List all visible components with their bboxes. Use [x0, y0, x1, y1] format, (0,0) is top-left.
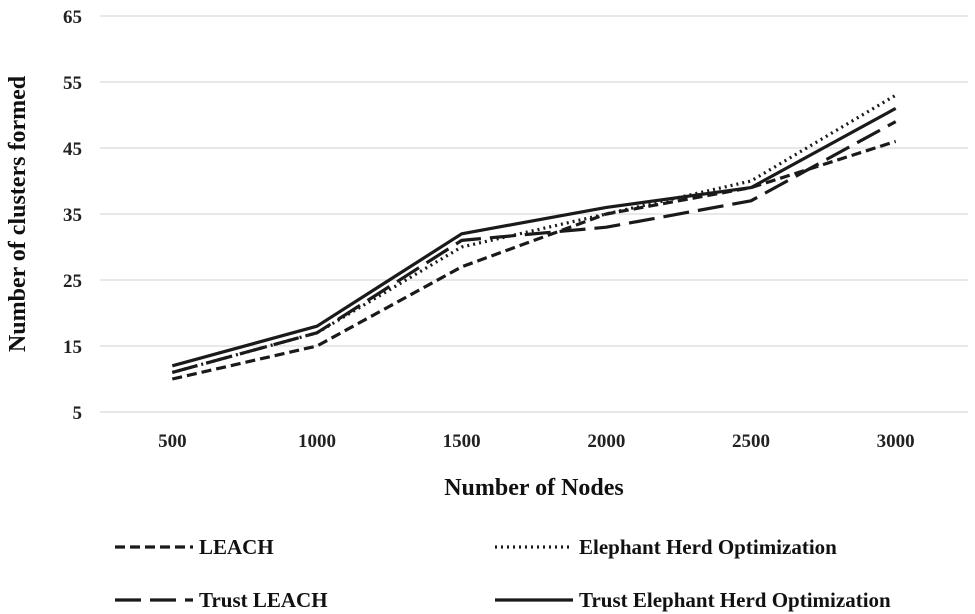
- series-line-1: [171, 139, 897, 381]
- y-tick-label: 35: [63, 205, 82, 226]
- y-axis-title: Number of clusters formed: [5, 75, 31, 352]
- y-tick-label: 55: [63, 73, 82, 94]
- legend-label: Trust Elephant Herd Optimization: [579, 588, 891, 612]
- legend-item-3: Trust LEACH: [115, 588, 328, 612]
- x-tick-label: 2000: [587, 431, 625, 452]
- legend-item-2: Elephant Herd Optimization: [495, 535, 837, 559]
- y-tick-label: 5: [73, 403, 83, 424]
- y-tick-label: 15: [63, 337, 82, 358]
- legend-label: Trust LEACH: [199, 588, 328, 612]
- series-line-3: [171, 120, 897, 374]
- series-line-2: [171, 93, 897, 374]
- series-lines: [171, 93, 897, 381]
- legend-item-4: Trust Elephant Herd Optimization: [495, 588, 891, 612]
- legend-label: LEACH: [199, 535, 274, 559]
- x-axis-title: Number of Nodes: [444, 475, 624, 501]
- legend: LEACH Elephant Herd Optimization Trust LEA…: [115, 535, 891, 612]
- y-axis-ticks: 5 15 25 35 45 55 65: [63, 7, 82, 424]
- y-tick-label: 25: [63, 271, 82, 292]
- series-line-4: [171, 106, 897, 368]
- y-tick-label: 45: [63, 139, 82, 160]
- x-tick-label: 1500: [443, 431, 481, 452]
- legend-label: Elephant Herd Optimization: [579, 535, 837, 559]
- legend-item-1: LEACH: [115, 535, 274, 559]
- x-tick-label: 3000: [877, 431, 915, 452]
- x-axis-ticks: 500 1000 1500 2000 2500 3000: [158, 431, 915, 452]
- x-tick-label: 2500: [732, 431, 770, 452]
- x-tick-label: 500: [158, 431, 187, 452]
- x-tick-label: 1000: [298, 431, 336, 452]
- grid-lines: [100, 15, 968, 413]
- y-tick-label: 65: [63, 7, 82, 28]
